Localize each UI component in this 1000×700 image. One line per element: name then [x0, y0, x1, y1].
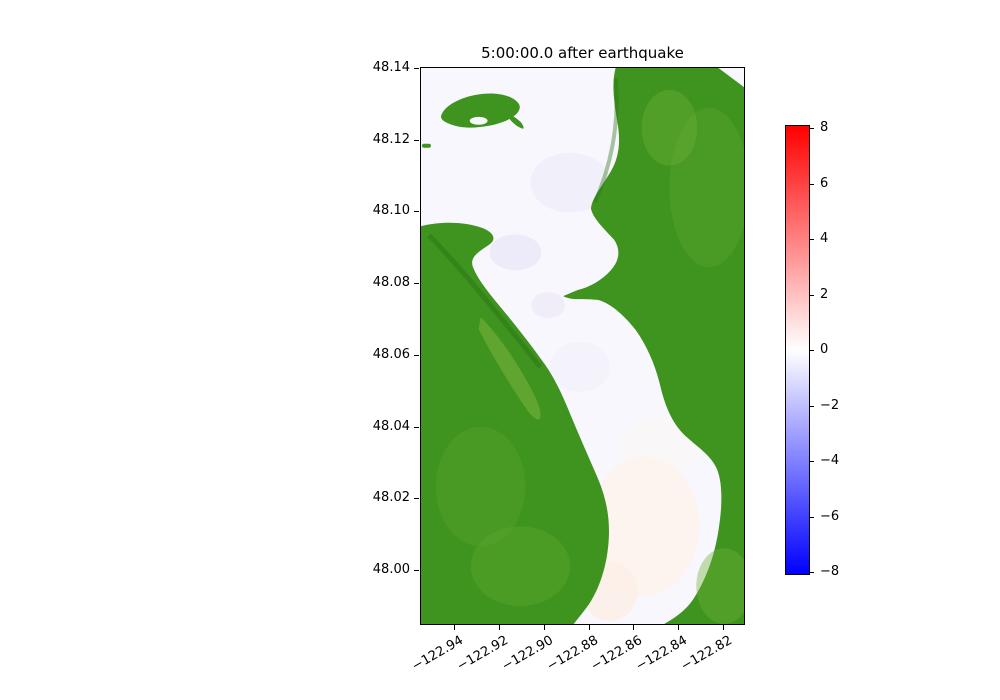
- colorbar-tick-mark: [810, 406, 814, 407]
- colorbar-tick-label: 0: [820, 342, 829, 357]
- plot-title: 5:00:00.0 after earthquake: [481, 44, 684, 62]
- y-tick-mark: [414, 211, 419, 212]
- colorbar-tick-label: 2: [820, 287, 829, 302]
- y-axis-tick-label: 48.02: [372, 490, 410, 505]
- colorbar-gradient: [785, 125, 810, 575]
- colorbar-tick-label: −8: [820, 564, 840, 579]
- x-tick-mark: [723, 625, 724, 630]
- colorbar-tick-mark: [810, 572, 814, 573]
- island: [440, 93, 520, 128]
- y-axis-tick-label: 48.10: [372, 203, 410, 218]
- island-notch: [469, 116, 488, 125]
- y-tick-mark: [414, 140, 419, 141]
- y-tick-mark: [414, 427, 419, 428]
- colorbar-tick-mark: [810, 517, 814, 518]
- plot-area: [420, 67, 745, 625]
- y-axis-tick-label: 48.14: [372, 60, 410, 75]
- colorbar-tick-label: 6: [820, 176, 829, 191]
- colorbar-tick-mark: [810, 239, 814, 240]
- islet-speck: [421, 143, 431, 148]
- x-tick-mark: [499, 625, 500, 630]
- colorbar-tick-label: −4: [820, 453, 840, 468]
- land-region-right: [563, 68, 744, 624]
- y-tick-mark: [414, 283, 419, 284]
- y-tick-mark: [414, 68, 419, 69]
- x-tick-mark: [678, 625, 679, 630]
- colorbar-tick-mark: [810, 128, 814, 129]
- x-axis-tick-label: −122.82: [678, 633, 735, 675]
- colorbar-tick-label: −6: [820, 509, 840, 524]
- y-axis-tick-label: 48.04: [372, 419, 410, 434]
- colorbar-tick-label: 4: [820, 231, 829, 246]
- y-tick-mark: [414, 355, 419, 356]
- colorbar-tick-label: 8: [820, 120, 829, 135]
- map-svg: [421, 68, 744, 624]
- x-tick-mark: [454, 625, 455, 630]
- y-axis-tick-label: 48.12: [372, 132, 410, 147]
- y-tick-mark: [414, 498, 419, 499]
- x-tick-mark: [589, 625, 590, 630]
- x-tick-mark: [633, 625, 634, 630]
- terrain-texture: [427, 77, 744, 624]
- y-axis-tick-label: 48.00: [372, 562, 410, 577]
- x-tick-mark: [544, 625, 545, 630]
- colorbar-tick-mark: [810, 184, 814, 185]
- colorbar-tick-label: −2: [820, 398, 840, 413]
- y-axis-tick-label: 48.08: [372, 275, 410, 290]
- y-tick-mark: [414, 570, 419, 571]
- colorbar-tick-mark: [810, 461, 814, 462]
- island-tail: [509, 115, 524, 129]
- colorbar-tick-mark: [810, 295, 814, 296]
- y-axis-tick-label: 48.06: [372, 347, 410, 362]
- colorbar-tick-mark: [810, 350, 814, 351]
